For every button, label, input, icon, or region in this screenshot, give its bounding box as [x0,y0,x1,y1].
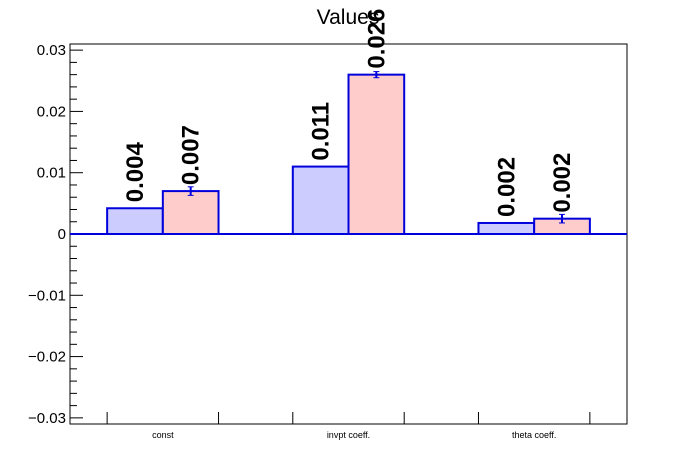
value-label: 0.011 [308,102,335,161]
category-label: const [152,430,174,440]
bar [291,165,350,235]
y-tick-label: −0.03 [28,410,66,427]
chart-title: Values [317,6,380,29]
value-labels: 0.004 0.011 0.002 0.007 0.026 0.002 [122,9,576,217]
y-tick-label: 0.03 [37,42,66,59]
y-tick-label: 0.02 [37,103,66,120]
bar [347,73,406,236]
category-label: theta coeff. [512,430,556,440]
value-label: 0.004 [122,142,149,203]
bar [161,190,220,235]
category-label: invpt coeff. [327,430,370,440]
y-tick-label: −0.01 [28,287,66,304]
y-tick-labels: −0.03 −0.02 −0.01 0 0.01 0.02 0.03 [28,42,66,427]
value-label: 0.002 [493,157,520,217]
value-label: 0.007 [178,125,205,185]
bars [106,71,591,236]
y-tick-label: −0.02 [28,349,66,366]
value-label: 0.026 [363,9,390,69]
value-label: 0.002 [549,153,576,213]
category-labels: const invpt coeff. theta coeff. [152,430,556,440]
axis-ticks [70,49,591,424]
bar [477,221,536,236]
y-tick-label: 0 [58,226,66,243]
bar [106,207,164,236]
y-tick-label: 0.01 [37,165,66,182]
